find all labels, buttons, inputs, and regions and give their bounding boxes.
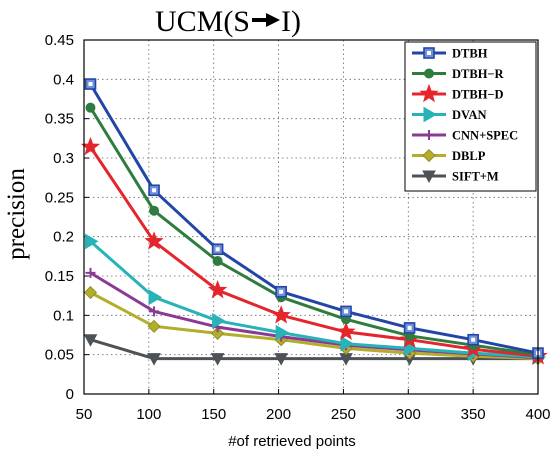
data-point-dtbh-d [336, 321, 356, 341]
y-tick-label: 0.45 [45, 32, 74, 49]
data-point-dtbh [84, 78, 97, 90]
data-point-dtbh [467, 333, 479, 346]
legend-label: SIFT+M [452, 170, 499, 184]
legend-label: DBLP [452, 149, 486, 163]
right-arrow-icon [252, 13, 280, 27]
plot-frame [83, 39, 539, 395]
data-point-dtbh-d [207, 280, 228, 299]
x-tick-label: 150 [201, 406, 226, 423]
legend-item-dtbh-r: DTBH−R [412, 67, 505, 81]
series-dtbh [84, 78, 544, 359]
chart-title-right: I) [281, 5, 301, 38]
legend-item-dtbh: DTBH [412, 47, 488, 61]
x-tick-label: 300 [396, 406, 421, 423]
y-tick-label: 0 [66, 386, 74, 403]
series-dtbh-d [80, 136, 548, 365]
data-point-dtbh [340, 305, 352, 318]
data-point-sift-m [210, 353, 225, 366]
legend-marker [424, 68, 434, 79]
legend-item-dtbh-d: DTBH−D [412, 83, 504, 103]
data-point-dtbh [148, 184, 160, 197]
data-point-dtbh-r [149, 205, 160, 216]
y-tick-label: 0.05 [45, 347, 74, 364]
data-point-dtbh-d [271, 305, 291, 324]
y-tick-label: 0.4 [53, 71, 74, 88]
legend-item-dvan: DVAN [412, 106, 487, 123]
y-tick-label: 0.25 [45, 189, 74, 206]
legend-label: DTBH−R [452, 67, 505, 81]
data-point-dtbh [403, 322, 416, 334]
data-point-cnn-spec [85, 267, 96, 278]
x-axis-label: #of retrieved points [228, 433, 356, 450]
y-axis-label: precision [3, 168, 30, 260]
data-point-dvan [148, 289, 163, 306]
series-line-dtbh-d [89, 146, 539, 358]
legend-item-dblp: DBLP [412, 148, 486, 163]
data-point-dtbh-d [144, 231, 164, 250]
data-point-dvan [340, 335, 355, 352]
y-tick-label: 0.35 [45, 111, 74, 128]
data-point-dblp [147, 319, 161, 333]
data-point-dvan [84, 233, 99, 250]
data-point-sift-m [147, 353, 161, 366]
x-tick-label: 200 [266, 406, 291, 423]
data-point-sift-m [83, 334, 98, 347]
x-tick-label: 400 [525, 406, 550, 423]
x-tick-label: 250 [331, 406, 356, 423]
axis-ticks: 50 100 150 200 250 300 350 400 0 0.05 0.1 0.15 0.2 0.… [45, 32, 550, 423]
series-dvan [84, 233, 546, 365]
legend-marker [424, 130, 434, 140]
legend-label: DVAN [452, 108, 487, 122]
legend-label: DTBH [452, 47, 488, 61]
legend-marker [423, 106, 437, 123]
data-point-dvan [275, 324, 290, 341]
data-point-dblp [83, 285, 98, 300]
chart-title-left: UCM(S [155, 5, 250, 38]
x-tick-label: 350 [461, 406, 486, 423]
legend-item-cnn-spec: CNN+SPEC [412, 129, 518, 143]
y-tick-label: 0.15 [45, 268, 74, 285]
data-point-dblp [211, 326, 225, 340]
legend-label: DTBH−D [452, 88, 504, 102]
data-point-dtbh [211, 243, 224, 256]
legend-marker [423, 47, 435, 59]
x-tick-label: 50 [76, 406, 93, 423]
series-line-dtbh-r [89, 106, 539, 357]
y-tick-label: 0.1 [53, 307, 74, 324]
y-tick-label: 0.3 [53, 150, 74, 167]
data-point-dvan [212, 312, 226, 329]
series-line-dblp [89, 291, 539, 361]
legend-marker [422, 148, 436, 163]
legend-label: CNN+SPEC [452, 129, 518, 143]
data-point-sift-m [274, 353, 289, 366]
series-line-dvan [89, 240, 539, 359]
legend-item-sift-m: SIFT+M [412, 170, 499, 184]
data-point-dtbh-r [212, 256, 223, 267]
data-point-cnn-spec [149, 306, 160, 317]
legend: DTBH DTBH−R DTBH−D DVAN CNN+SPEC DBLP SIFT+M [404, 41, 537, 192]
x-tick-label: 100 [136, 406, 161, 423]
data-point-dtbh [275, 285, 287, 298]
data-point-dtbh-r [85, 102, 96, 113]
legend-marker [419, 83, 439, 103]
legend-marker [422, 170, 436, 184]
series-line-sift-m [90, 338, 538, 361]
series-line-dtbh [89, 83, 539, 355]
series-group [80, 78, 548, 366]
chart-title: UCM(S I) [155, 5, 301, 38]
y-tick-label: 0.2 [53, 229, 74, 246]
